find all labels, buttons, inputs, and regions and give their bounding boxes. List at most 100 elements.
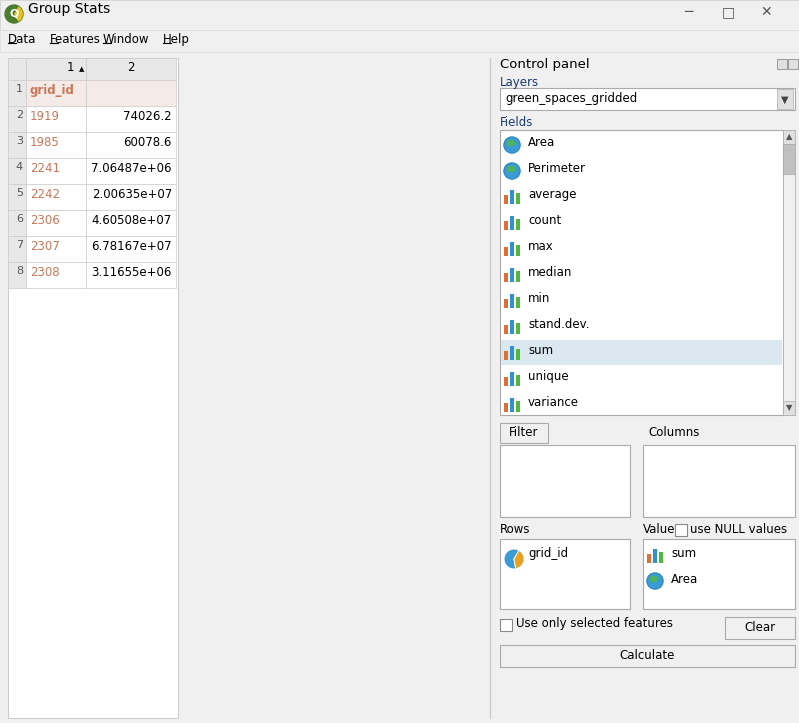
Text: 2.00635e+07: 2.00635e+07 (92, 188, 172, 201)
Bar (516, 219, 520, 230)
Text: ✕: ✕ (760, 5, 772, 19)
Bar (26, 184, 86, 210)
Text: Columns: Columns (648, 426, 699, 439)
Bar (516, 375, 520, 386)
Text: 5: 5 (16, 188, 23, 198)
Text: sum: sum (528, 344, 553, 357)
Bar (86, 132, 176, 158)
Text: Calculate: Calculate (619, 649, 674, 662)
Wedge shape (514, 550, 524, 569)
Bar (510, 346, 514, 360)
Bar (86, 158, 176, 184)
Bar (500, 88, 795, 110)
Text: average: average (528, 188, 577, 201)
Bar (777, 59, 787, 69)
Bar (516, 193, 520, 204)
Text: ▼: ▼ (785, 403, 793, 413)
Bar (783, 130, 795, 415)
Text: ▲: ▲ (785, 132, 793, 142)
Text: Window: Window (103, 33, 149, 46)
Bar (510, 190, 514, 204)
Text: Features: Features (50, 33, 101, 46)
Text: green_spaces_gridded: green_spaces_gridded (505, 92, 638, 105)
Text: 4.60508e+07: 4.60508e+07 (92, 214, 172, 227)
Text: ▼: ▼ (781, 95, 789, 105)
Text: ▲: ▲ (79, 66, 85, 72)
Bar (86, 236, 176, 262)
Bar (8, 184, 26, 210)
Text: 3.11655e+06: 3.11655e+06 (92, 266, 172, 279)
Bar (500, 645, 795, 667)
Bar (510, 398, 514, 412)
Bar (86, 106, 176, 132)
Bar (500, 130, 783, 415)
Text: grid_id: grid_id (30, 84, 75, 97)
Text: Layers: Layers (500, 76, 539, 89)
Bar (516, 297, 520, 308)
Text: Help: Help (163, 33, 190, 46)
Bar (659, 552, 663, 563)
Text: 2241: 2241 (30, 162, 60, 175)
Text: 7: 7 (16, 240, 23, 250)
Bar (510, 268, 514, 282)
Text: stand.dev.: stand.dev. (528, 318, 590, 331)
Bar (8, 262, 26, 288)
Bar (516, 271, 520, 282)
Bar (510, 242, 514, 256)
Bar (86, 262, 176, 288)
Bar (725, 617, 795, 639)
Bar (516, 323, 520, 334)
Bar (510, 372, 514, 386)
Bar (504, 403, 508, 412)
Text: 74026.2: 74026.2 (123, 110, 172, 123)
Wedge shape (14, 7, 23, 22)
Text: 4: 4 (16, 162, 23, 172)
Bar (8, 210, 26, 236)
Bar (504, 221, 508, 230)
Text: 2242: 2242 (30, 188, 60, 201)
Text: Group Stats: Group Stats (28, 2, 110, 16)
Bar (26, 106, 86, 132)
Text: 1: 1 (66, 61, 74, 74)
Text: 1: 1 (16, 84, 23, 94)
Circle shape (504, 137, 520, 153)
Bar (0, 30, 799, 52)
Bar (504, 299, 508, 308)
Bar (504, 377, 508, 386)
Text: Data: Data (8, 33, 37, 46)
Text: median: median (528, 266, 572, 279)
Bar (86, 184, 176, 210)
Bar (510, 320, 514, 334)
Bar (647, 554, 651, 563)
Text: sum: sum (671, 547, 696, 560)
Ellipse shape (507, 140, 515, 146)
Text: Q: Q (10, 9, 18, 19)
Bar (504, 247, 508, 256)
Bar (26, 262, 86, 288)
Text: Rows: Rows (500, 523, 531, 536)
Bar (8, 106, 26, 132)
Bar (783, 144, 795, 174)
Bar (8, 158, 26, 184)
Text: Area: Area (671, 573, 698, 586)
Bar (788, 59, 798, 69)
Bar (26, 236, 86, 262)
Circle shape (5, 5, 23, 23)
Text: count: count (528, 214, 561, 227)
Circle shape (504, 163, 520, 179)
Bar (516, 245, 520, 256)
Text: 2: 2 (127, 61, 135, 74)
Text: min: min (528, 292, 551, 305)
Text: Clear: Clear (745, 621, 776, 634)
Bar (8, 80, 26, 106)
Text: Value: Value (643, 523, 675, 536)
Text: Fields: Fields (500, 116, 534, 129)
Bar (8, 58, 178, 718)
Wedge shape (504, 549, 519, 569)
Bar (26, 158, 86, 184)
Bar (26, 210, 86, 236)
Bar (783, 401, 795, 415)
Bar (500, 445, 630, 517)
Text: grid_id: grid_id (528, 547, 568, 560)
Text: 7.06487e+06: 7.06487e+06 (92, 162, 172, 175)
